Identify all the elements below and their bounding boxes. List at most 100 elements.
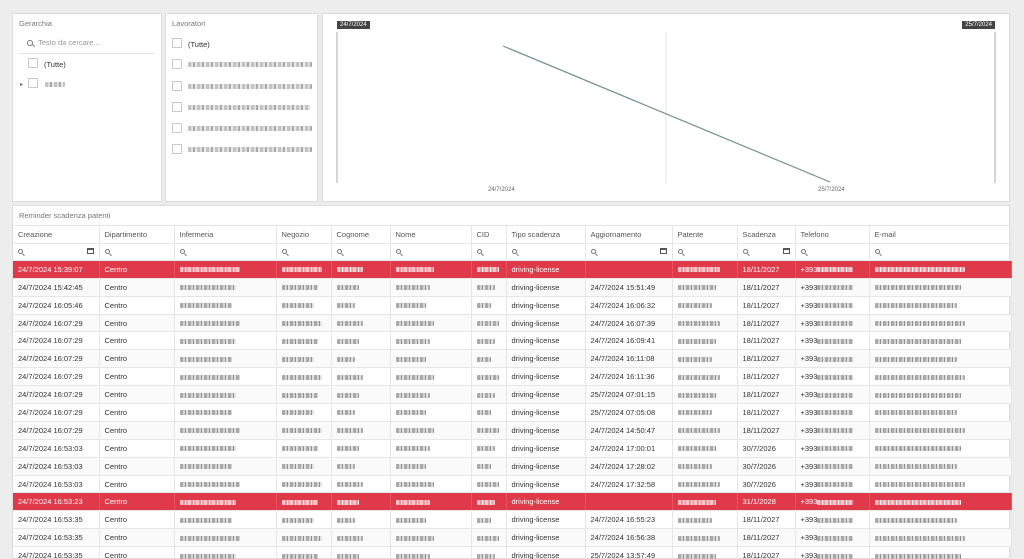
redacted-value (476, 482, 499, 488)
filter-scadenza[interactable] (737, 243, 796, 261)
filter-cid[interactable] (471, 243, 507, 261)
table-row[interactable]: 24/7/2024 16:07:29 Centro driving-license 2… (13, 367, 1012, 387)
redacted-value (817, 446, 854, 452)
cell-cognome (331, 475, 391, 494)
gerarchia-panel: Gerarchia Testo da cercare... (Tutte) ▸ (12, 13, 162, 202)
redacted-value (874, 446, 961, 452)
table-row[interactable]: 24/7/2024 16:07:29 Centro driving-license 2… (13, 331, 1012, 351)
x-tick-label: 25/7/2024 (818, 187, 845, 193)
gerarchia-search-input[interactable]: Testo da cercare... (27, 38, 100, 47)
filter-cognome[interactable] (331, 243, 391, 261)
col-header-infermeria[interactable]: Infermeria (174, 225, 277, 244)
filter-telefono[interactable] (795, 243, 870, 261)
filter-email[interactable] (869, 243, 1012, 261)
col-header-negozio[interactable]: Negozio (276, 225, 332, 244)
cell-patente (672, 457, 738, 476)
phone-prefix: +393 (800, 264, 818, 274)
node-checkbox[interactable] (28, 78, 38, 88)
redacted-value (476, 374, 499, 380)
redacted-value (677, 428, 720, 434)
cell-infermeria (174, 278, 277, 297)
table-row[interactable]: 24/7/2024 16:07:29 Centro driving-license 2… (13, 421, 1012, 440)
filter-negozio[interactable] (276, 243, 332, 261)
table-row[interactable]: 24/7/2024 16:53:35 Centro driving-license 2… (13, 528, 1012, 548)
col-header-tipo-scadenza[interactable]: Tipo scadenza (506, 225, 586, 244)
worker-checkbox[interactable] (172, 102, 182, 112)
table-row[interactable]: 24/7/2024 15:39:07 Centro driving-license 1… (13, 260, 1012, 279)
redacted-value (677, 285, 716, 291)
cell-creazione: 24/7/2024 16:07:29 (13, 403, 100, 422)
filter-tipo-scadenza[interactable] (506, 243, 586, 261)
cell-nome (390, 492, 472, 512)
table-row[interactable]: 24/7/2024 16:53:35 Centro driving-license 2… (13, 546, 1012, 559)
col-header-creazione[interactable]: Creazione (13, 225, 100, 244)
worker-checkbox[interactable] (172, 81, 182, 91)
cell-infermeria (174, 260, 277, 279)
table-row[interactable]: 24/7/2024 16:05:46 Centro driving-license 2… (13, 296, 1012, 315)
cell-cid (471, 349, 507, 369)
filter-aggiornamento[interactable] (585, 243, 673, 261)
cell-infermeria (174, 367, 277, 387)
redacted-value (677, 303, 712, 309)
cell-email (869, 492, 1012, 512)
cell-email (869, 260, 1012, 279)
worker-checkbox[interactable] (172, 144, 182, 154)
col-header-cognome[interactable]: Cognome (331, 225, 391, 244)
cell-negozio (276, 260, 332, 279)
col-header-aggiornamento[interactable]: Aggiornamento (585, 225, 673, 244)
search-icon (281, 249, 287, 255)
cell-telefono: +393 (795, 439, 870, 458)
search-icon (395, 249, 401, 255)
cell-email (869, 528, 1012, 548)
expand-caret-icon[interactable]: ▸ (20, 82, 24, 88)
col-header-dipartimento[interactable]: Dipartimento (99, 225, 175, 244)
col-header-telefono[interactable]: Telefono (795, 225, 870, 244)
cell-negozio (276, 439, 332, 458)
all-checkbox[interactable] (28, 58, 38, 68)
col-header-email[interactable]: E-mail (869, 225, 1012, 244)
cell-aggiornamento: 24/7/2024 16:07:39 (585, 314, 673, 333)
table-row[interactable]: 24/7/2024 16:07:29 Centro driving-license 2… (13, 403, 1012, 422)
table-row[interactable]: 24/7/2024 16:53:03 Centro driving-license 2… (13, 439, 1012, 458)
calendar-icon[interactable] (659, 248, 667, 255)
table-row[interactable]: 24/7/2024 16:07:29 Centro driving-license 2… (13, 314, 1012, 333)
col-header-cid[interactable]: CID (471, 225, 507, 244)
table-row[interactable]: 24/7/2024 16:53:35 Centro driving-license 2… (13, 510, 1012, 530)
range-start-tag[interactable]: 24/7/2024 (337, 21, 370, 29)
table-row[interactable]: 24/7/2024 15:42:45 Centro driving-license 2… (13, 278, 1012, 297)
redacted-value (677, 553, 716, 559)
table-row[interactable]: 24/7/2024 16:07:29 Centro driving-license 2… (13, 349, 1012, 369)
col-header-nome[interactable]: Nome (390, 225, 472, 244)
cell-scadenza: 18/11/2027 (737, 314, 796, 333)
table-row[interactable]: 24/7/2024 16:53:03 Centro driving-license 2… (13, 475, 1012, 494)
all-label: (Tutte) (188, 40, 210, 49)
filter-nome[interactable] (390, 243, 472, 261)
all-checkbox[interactable] (172, 38, 182, 48)
cell-tipo-scadenza: driving-license (506, 421, 586, 440)
cell-email (869, 403, 1012, 422)
redacted-value (874, 464, 957, 470)
range-end-tag[interactable]: 25/7/2024 (962, 21, 995, 29)
cell-aggiornamento: 24/7/2024 17:28:02 (585, 457, 673, 476)
calendar-icon[interactable] (86, 248, 94, 255)
redacted-value (476, 267, 499, 273)
redacted-value (336, 482, 363, 488)
search-icon (104, 249, 110, 255)
redacted-value (336, 392, 359, 398)
filter-creazione[interactable] (13, 243, 100, 261)
table-row[interactable]: 24/7/2024 16:53:03 Centro driving-license 2… (13, 457, 1012, 476)
worker-checkbox[interactable] (172, 59, 182, 69)
table-row[interactable]: 24/7/2024 16:53:23 Centro driving-license 3… (13, 492, 1012, 512)
cell-aggiornamento: 24/7/2024 16:09:41 (585, 331, 673, 351)
table-row[interactable]: 24/7/2024 16:07:29 Centro driving-license 2… (13, 385, 1012, 405)
redacted-value (874, 428, 965, 434)
filter-patente[interactable] (672, 243, 738, 261)
filter-infermeria[interactable] (174, 243, 277, 261)
col-header-patente[interactable]: Patente (672, 225, 738, 244)
redacted-value (395, 482, 434, 488)
filter-dipartimento[interactable] (99, 243, 175, 261)
worker-checkbox[interactable] (172, 123, 182, 133)
col-header-scadenza[interactable]: Scadenza (737, 225, 796, 244)
calendar-icon[interactable] (782, 248, 790, 255)
redacted-value (817, 517, 854, 523)
